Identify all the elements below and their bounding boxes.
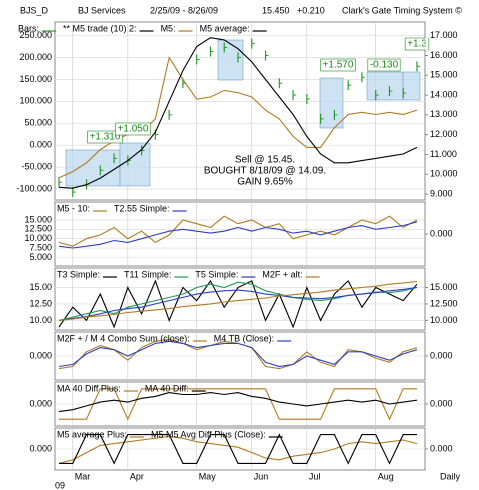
y-tick-label: 0.000	[29, 398, 52, 408]
trade-note: Sell @ 15.45.	[235, 155, 295, 166]
y2-tick-label: 0.000	[430, 443, 453, 453]
legend-label: T5 Simple:	[195, 269, 238, 279]
x-tick-label: Jun	[254, 471, 269, 481]
trade-gain-label: +1.3	[407, 39, 427, 50]
series-line	[59, 433, 417, 465]
y2-tick-label: 16.000	[430, 50, 458, 60]
y-tick-label: 5.000	[29, 252, 52, 262]
legend-label: ** M5 trade (10) 2:	[63, 23, 137, 33]
y2-tick-label: 15.000	[430, 70, 458, 80]
trade-gain-box	[404, 37, 430, 51]
trade-box	[217, 39, 244, 81]
symbol: BJS_D	[20, 5, 49, 15]
y-tick-label: 10.000	[24, 233, 52, 243]
y-tick-label: 10.00	[29, 315, 52, 325]
x-tick-label: Apr	[130, 471, 144, 481]
trade-box	[402, 71, 421, 101]
y2-tick-label: 9.000	[430, 188, 453, 198]
series-line	[58, 340, 418, 368]
series-line	[58, 286, 418, 321]
legend-label: M5 - 10:	[57, 203, 90, 213]
panel-frame	[54, 201, 426, 267]
y-tick-label: 100.000	[19, 96, 52, 106]
legend-label: MA 40 Diff Plus:	[57, 383, 121, 393]
legend-label: M2F + / M 4 Combo Sum (close):	[57, 333, 190, 343]
y-tick-label: 15.000	[24, 214, 52, 224]
legend-label: M4 TB (Close):	[214, 333, 274, 343]
y2-tick-label: 12.500	[430, 298, 458, 308]
trade-box	[366, 71, 404, 101]
trade-note: BOUGHT 8/18/09 @ 14.09.	[204, 166, 326, 177]
legend-label: M5 average Plus:	[57, 429, 127, 439]
trade-gain-box	[87, 130, 123, 144]
trade-gain-box	[320, 58, 356, 72]
y-tick-label: 15.00	[29, 282, 52, 292]
trade-gain-label: +1.050	[118, 124, 149, 135]
trade-gain-label: -0.130	[370, 60, 399, 71]
y2-tick-label: 0.000	[430, 228, 453, 238]
x-tick-label: Jul	[309, 471, 321, 481]
last-price: 15.450	[262, 5, 290, 15]
y-tick-label: 0.000	[29, 443, 52, 453]
y2-tick-label: 15.000	[430, 282, 458, 292]
series-line	[58, 280, 418, 321]
year-label: 09	[55, 480, 65, 490]
y-tick-label: 200.000	[19, 52, 52, 62]
price-change: +0.210	[297, 5, 325, 15]
x-tick-label: Mar	[75, 471, 91, 481]
x-tick-label: May	[199, 471, 217, 481]
trade-gain-box	[367, 58, 401, 72]
trade-gain-box	[115, 122, 151, 136]
y-tick-label: 50.000	[24, 118, 52, 128]
y2-tick-label: 13.000	[430, 109, 458, 119]
series-line	[58, 37, 418, 189]
date-range: 2/25/09 - 8/26/09	[150, 5, 218, 15]
y2-tick-label: 12.000	[430, 129, 458, 139]
company: BJ Services	[78, 5, 126, 15]
y-tick-label: 0.000	[29, 350, 52, 360]
series-line	[59, 388, 417, 421]
y-tick-label: 12.500	[24, 224, 52, 234]
y2-tick-label: 10.000	[430, 169, 458, 179]
trade-box	[319, 77, 344, 129]
legend-label: MA 40 Diff:	[145, 383, 189, 393]
y2-tick-label: 10.000	[430, 315, 458, 325]
legend-label: M2F + alt:	[262, 269, 302, 279]
trade-note: GAIN 9.65%	[237, 177, 293, 188]
y-tick-label: 7.500	[29, 242, 52, 252]
x-tick-label: Aug	[378, 471, 394, 481]
trade-gain-label: +1.570	[323, 60, 354, 71]
y-tick-label: -100.000	[16, 183, 52, 193]
legend-label: T2.55 Simple:	[114, 203, 170, 213]
series-line	[58, 221, 418, 249]
legend-label: T3 Simple:	[57, 269, 100, 279]
legend-label: M5 M5 Avg Diff Plus (Close):	[151, 429, 266, 439]
interval-label: Daily	[440, 471, 461, 481]
system-name: Clark's Gate Timing System ©	[342, 5, 462, 15]
y2-tick-label: 14.000	[430, 89, 458, 99]
y-tick-label: 0.000	[29, 140, 52, 150]
y2-tick-label: 0.000	[430, 350, 453, 360]
series-line	[58, 392, 418, 413]
legend-label: M5:	[161, 23, 176, 33]
legend-label: M5 average:	[200, 23, 250, 33]
legend-label: Bars:	[18, 23, 39, 33]
y-tick-label: 12.50	[29, 298, 52, 308]
y-tick-label: 250.000	[19, 30, 52, 40]
trade-box	[119, 142, 151, 187]
series-line	[58, 215, 418, 247]
y2-tick-label: 11.000	[430, 149, 457, 159]
y2-tick-label: 17.000	[430, 30, 458, 40]
right-margin	[425, 22, 429, 52]
y2-tick-label: 0.000	[430, 398, 453, 408]
trade-gain-label: +1.310	[90, 132, 121, 143]
trade-box	[65, 149, 121, 187]
series-line	[58, 435, 418, 464]
y-tick-label: 150.000	[19, 74, 52, 84]
y-tick-label: -50.000	[21, 162, 52, 172]
legend-label: T11 Simple:	[124, 269, 171, 279]
